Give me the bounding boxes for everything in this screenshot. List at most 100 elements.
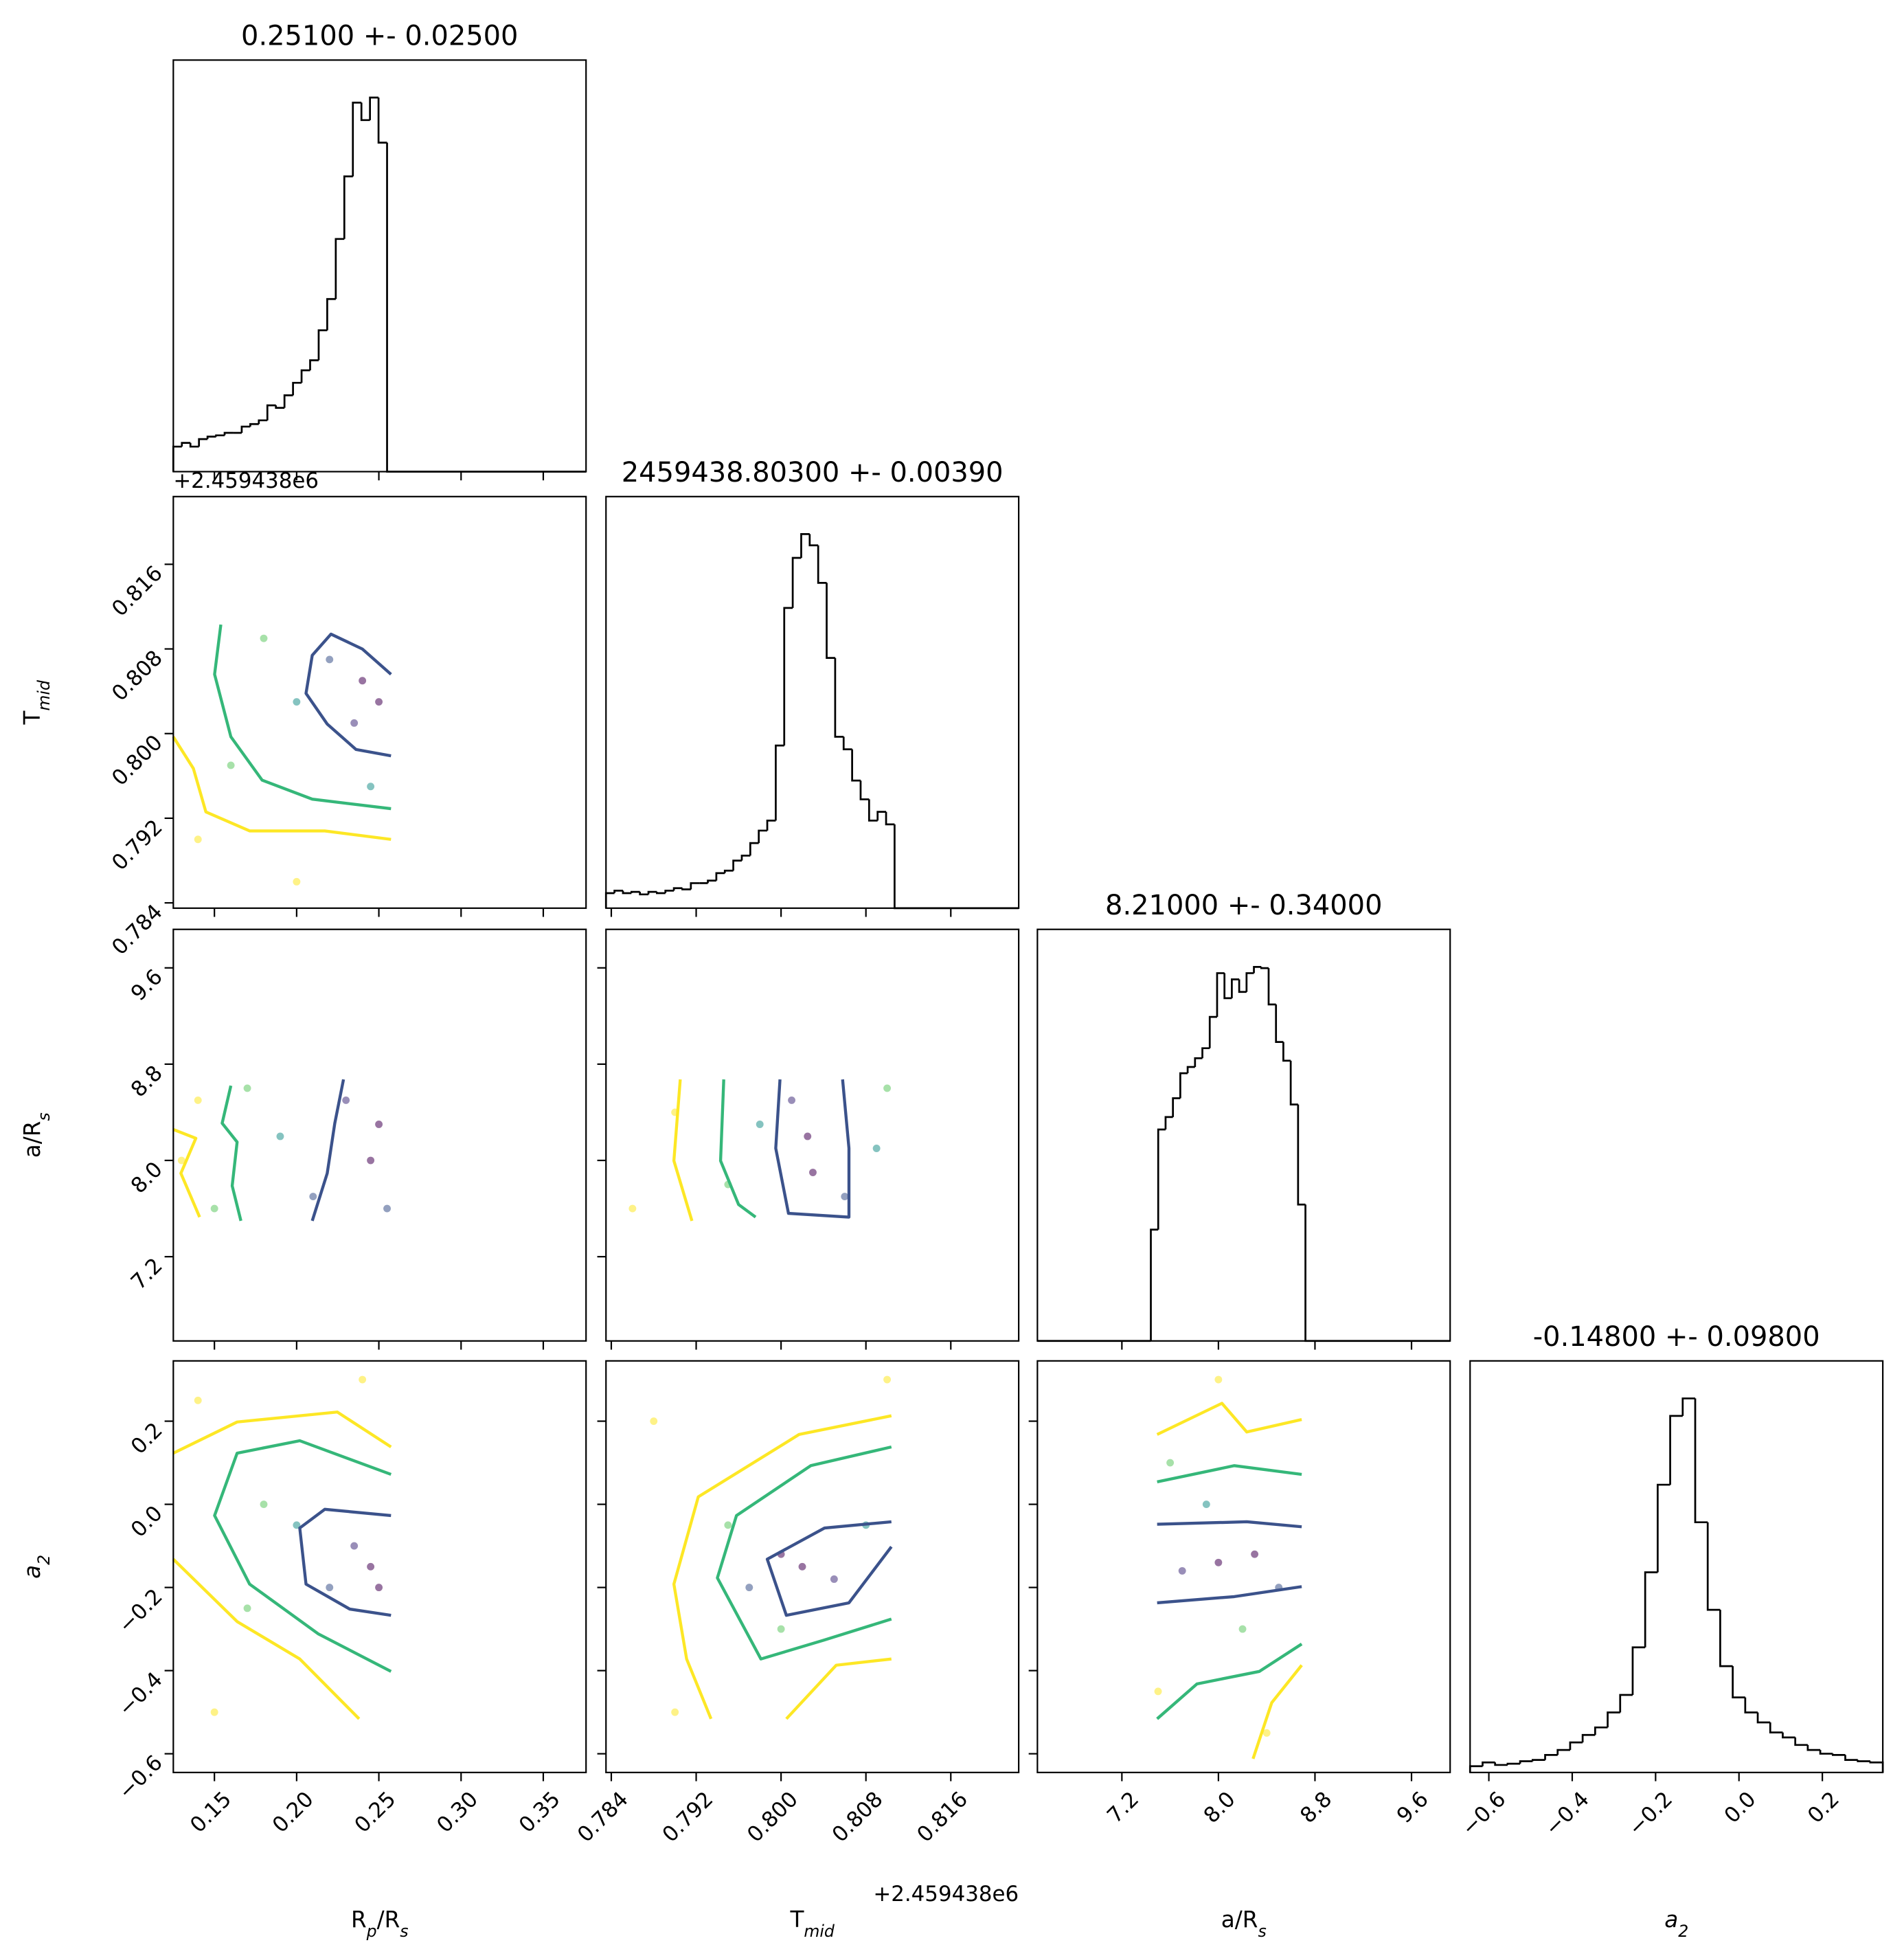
histogram-bin [335,238,345,300]
histogram-bin [707,879,716,884]
sample-point [756,1121,764,1128]
histogram-bin [613,889,623,893]
panel-frame [172,59,587,473]
histogram-bin [800,533,810,559]
sample-point [830,1575,838,1583]
sample-point [375,698,383,706]
histogram-bin [808,534,819,547]
histogram-bin [1544,1754,1558,1760]
histogram-bin [1157,1128,1166,1230]
sample-point [383,1204,391,1213]
sample-point [227,761,235,769]
histogram-bin [1644,1571,1658,1648]
histogram-bin [1289,1060,1298,1105]
panel-frame [605,928,1020,1342]
sample-point [724,1521,732,1529]
histogram-bin [206,436,216,440]
sample-point [872,1145,881,1152]
sample-point [367,783,375,791]
histogram-bin [630,890,640,893]
sample-point [210,1204,218,1213]
histogram-bin [1631,1646,1646,1695]
histogram-bin [723,869,734,873]
histogram-bin [1201,1047,1210,1059]
histogram-bin [292,381,302,396]
sample-point [342,1096,350,1104]
histogram-bin [1531,1759,1545,1762]
histogram-bin [1231,978,1240,998]
histogram-bin [1794,1737,1808,1746]
histogram-bin [1657,1483,1670,1573]
panel-frame [172,928,587,1342]
histogram-bin [647,890,657,895]
sample-point [359,677,367,685]
sample-point [883,1084,892,1092]
sample-point [276,1132,284,1140]
panel-frame [605,1360,1020,1773]
histogram-bin [240,425,251,434]
histogram-bin [189,442,199,448]
label-text: /R [377,1907,400,1933]
histogram-bin [1216,972,1225,1018]
histogram-bin [377,98,387,144]
histogram-bin [1844,1755,1858,1762]
histogram-bin [740,855,751,861]
label-subscript: s [400,1922,408,1941]
histogram-bin [791,557,802,608]
histogram-bin [283,394,293,408]
x-axis-label: Rp/Rs [351,1907,409,1941]
histogram-bin [859,780,870,800]
label-subscript: s [34,1112,54,1121]
sample-point [367,1156,375,1165]
histogram-bin [249,423,259,427]
sample-point [375,1121,383,1128]
sample-point [194,1096,202,1104]
histogram-bin [1260,967,1269,969]
histogram-bin [1482,1761,1495,1766]
histogram-bin [1694,1398,1708,1524]
histogram-bin [639,892,649,896]
sample-point [367,1562,375,1571]
panel-title: 8.21000 +- 0.34000 [1105,890,1382,921]
histogram-bin [258,419,268,425]
x-axis-label: a/Rs [1221,1907,1267,1941]
histogram-bin [622,890,632,895]
x-axis-label: a2 [1664,1907,1688,1941]
histogram-bin [1681,1397,1696,1416]
histogram-bin [1857,1760,1870,1762]
sample-point [194,835,202,844]
histogram-bin [1744,1697,1758,1713]
sample-point [1238,1625,1247,1633]
contour [213,1439,392,1673]
histogram-bin [317,329,328,361]
sample-point [1178,1566,1186,1575]
histogram-bin [1253,965,1262,974]
panel-frame [1469,1360,1884,1773]
sample-point [293,1521,301,1529]
histogram-bin [369,96,379,120]
sample-point [326,655,334,664]
histogram-bin [817,545,827,584]
histogram-bin [672,887,683,891]
sample-point [650,1417,658,1425]
histogram-bin [266,404,276,420]
sample-point [804,1132,812,1140]
sample-point [809,1169,817,1176]
sample-point [841,1193,849,1201]
histogram-bin [732,859,742,871]
histogram-bin [1267,968,1276,1006]
panel-title: 2459438.80300 +- 0.00390 [622,457,1004,488]
histogram-bin [681,888,691,890]
histogram-bin [1164,1116,1173,1130]
contour [220,1085,242,1222]
sample-point [745,1584,753,1592]
histogram-bin [715,872,725,881]
histogram-bin [1172,1097,1181,1117]
contour [1156,1402,1303,1760]
panel-frame [1036,928,1451,1342]
histogram-bin [1238,979,1247,993]
sample-point [260,1500,268,1509]
contour [172,1127,201,1218]
histogram-bin [198,438,208,447]
